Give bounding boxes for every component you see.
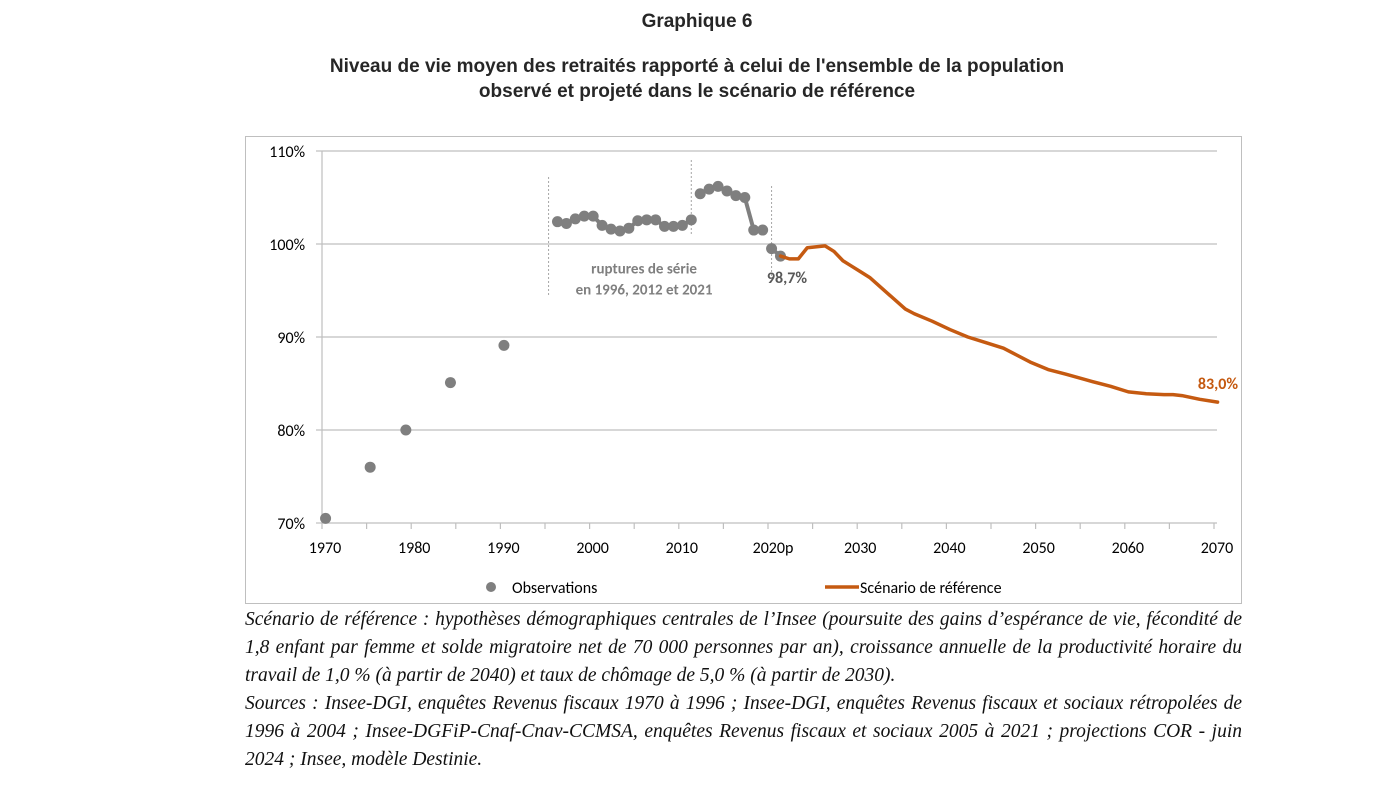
figure-title: Niveau de vie moyen des retraités rappor… [0,54,1394,104]
observation-point [757,224,769,236]
x-tick-label: 2010 [666,539,698,558]
observation-point [596,219,608,231]
legend-observations-label: Observations [512,579,597,598]
legend-observations-marker [486,582,496,592]
observation-point [569,213,581,225]
observation-point [685,214,697,226]
break-annotation-line-2: en 1996, 2012 et 2021 [576,281,713,299]
caption-sources: Sources : Insee-DGI, enquêtes Revenus fi… [245,693,1242,770]
observation-point [659,220,671,232]
x-tick-label: 2050 [1022,539,1054,558]
observation-point [364,461,376,473]
x-tick-label: 2060 [1112,539,1144,558]
observation-point [444,377,456,389]
observation-point [632,215,644,227]
observation-point [400,424,412,436]
observation-point [766,243,778,255]
observation-point [605,223,617,235]
observation-point [320,512,332,524]
y-tick-label: 100% [269,236,305,255]
observation-point [650,214,662,226]
x-tick-label: 2070 [1201,539,1233,558]
x-tick-label: 1970 [309,539,341,558]
x-tick-label: 1980 [398,539,430,558]
break-annotation-line-1: ruptures de série [591,260,697,278]
observation-point [748,224,760,236]
observation-point [712,180,724,192]
observed-last-value-label: 98,7% [767,269,807,288]
series [320,180,1220,524]
x-tick-label: 1990 [487,539,519,558]
annotations: ruptures de série en 1996, 2012 et 2021 98… [576,260,1239,394]
y-tick-label: 80% [277,422,305,441]
observation-point [667,220,679,232]
gridlines [322,150,1217,431]
y-tick-label: 90% [277,329,305,348]
figure-title-line-1: Niveau de vie moyen des retraités rappor… [329,56,1065,77]
observation-point [560,218,572,230]
observation-point [623,222,635,234]
legend: Observations Scénario de référence [486,579,1002,598]
observation-point [498,339,510,351]
observation-point [730,190,742,202]
observation-point [721,185,733,197]
x-tick-label: 2030 [844,539,876,558]
observation-point [614,225,626,237]
legend-projection-label: Scénario de référence [860,579,1002,598]
figure-caption: Scénario de référence : hypothèses démog… [245,606,1242,774]
caption-scenario: Scénario de référence : hypothèses démog… [245,609,1242,686]
observation-point [694,188,706,200]
observation-point [587,210,599,222]
projection-last-value-label: 83,0% [1198,375,1238,394]
observation-point [551,216,563,228]
x-tick-label: 2040 [933,539,965,558]
series-break-lines [548,160,773,296]
observation-point [703,183,715,195]
figure-number: Graphique 6 [641,11,753,32]
observation-point [739,192,751,203]
x-tick-label: 2000 [576,539,608,558]
observation-point [676,219,688,231]
axes: 70% 80% 90% 100% 110% 1970 1980 1990 2000 2010 202… [269,143,1233,558]
x-tick-label: 2020p [753,539,794,558]
figure-title-line-2: observé et projeté dans le scénario de r… [478,81,916,102]
observation-point [578,210,590,222]
observation-point [641,214,653,226]
y-tick-label: 70% [277,515,305,534]
projection-line [778,244,1220,404]
chart-frame [245,136,1242,604]
y-tick-label: 110% [269,143,305,162]
